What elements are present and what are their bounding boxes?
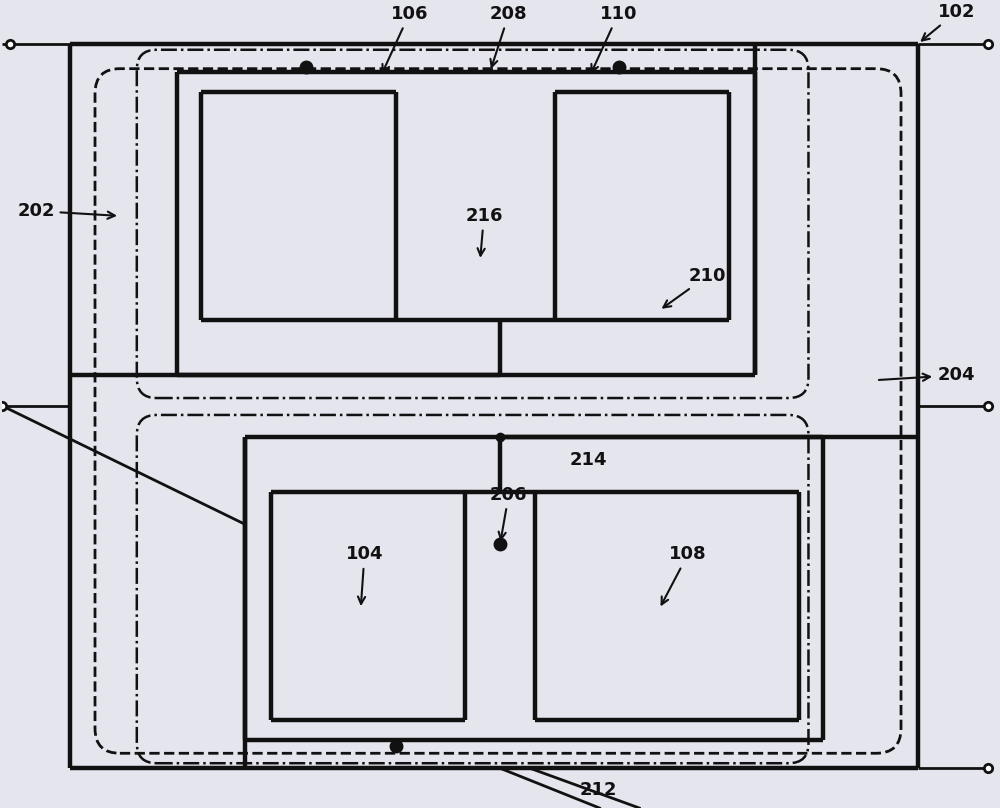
- Text: 108: 108: [662, 545, 707, 604]
- Text: 202: 202: [17, 202, 115, 220]
- Text: 106: 106: [382, 5, 428, 72]
- Text: 208: 208: [490, 5, 528, 67]
- Text: 110: 110: [591, 5, 637, 72]
- Text: 212: 212: [580, 781, 617, 799]
- Text: 204: 204: [879, 366, 975, 384]
- Text: 214: 214: [570, 451, 607, 469]
- Text: 210: 210: [663, 267, 727, 308]
- Text: 102: 102: [922, 3, 975, 40]
- Text: 104: 104: [346, 545, 383, 604]
- Text: 206: 206: [490, 486, 528, 539]
- Text: 216: 216: [465, 207, 503, 255]
